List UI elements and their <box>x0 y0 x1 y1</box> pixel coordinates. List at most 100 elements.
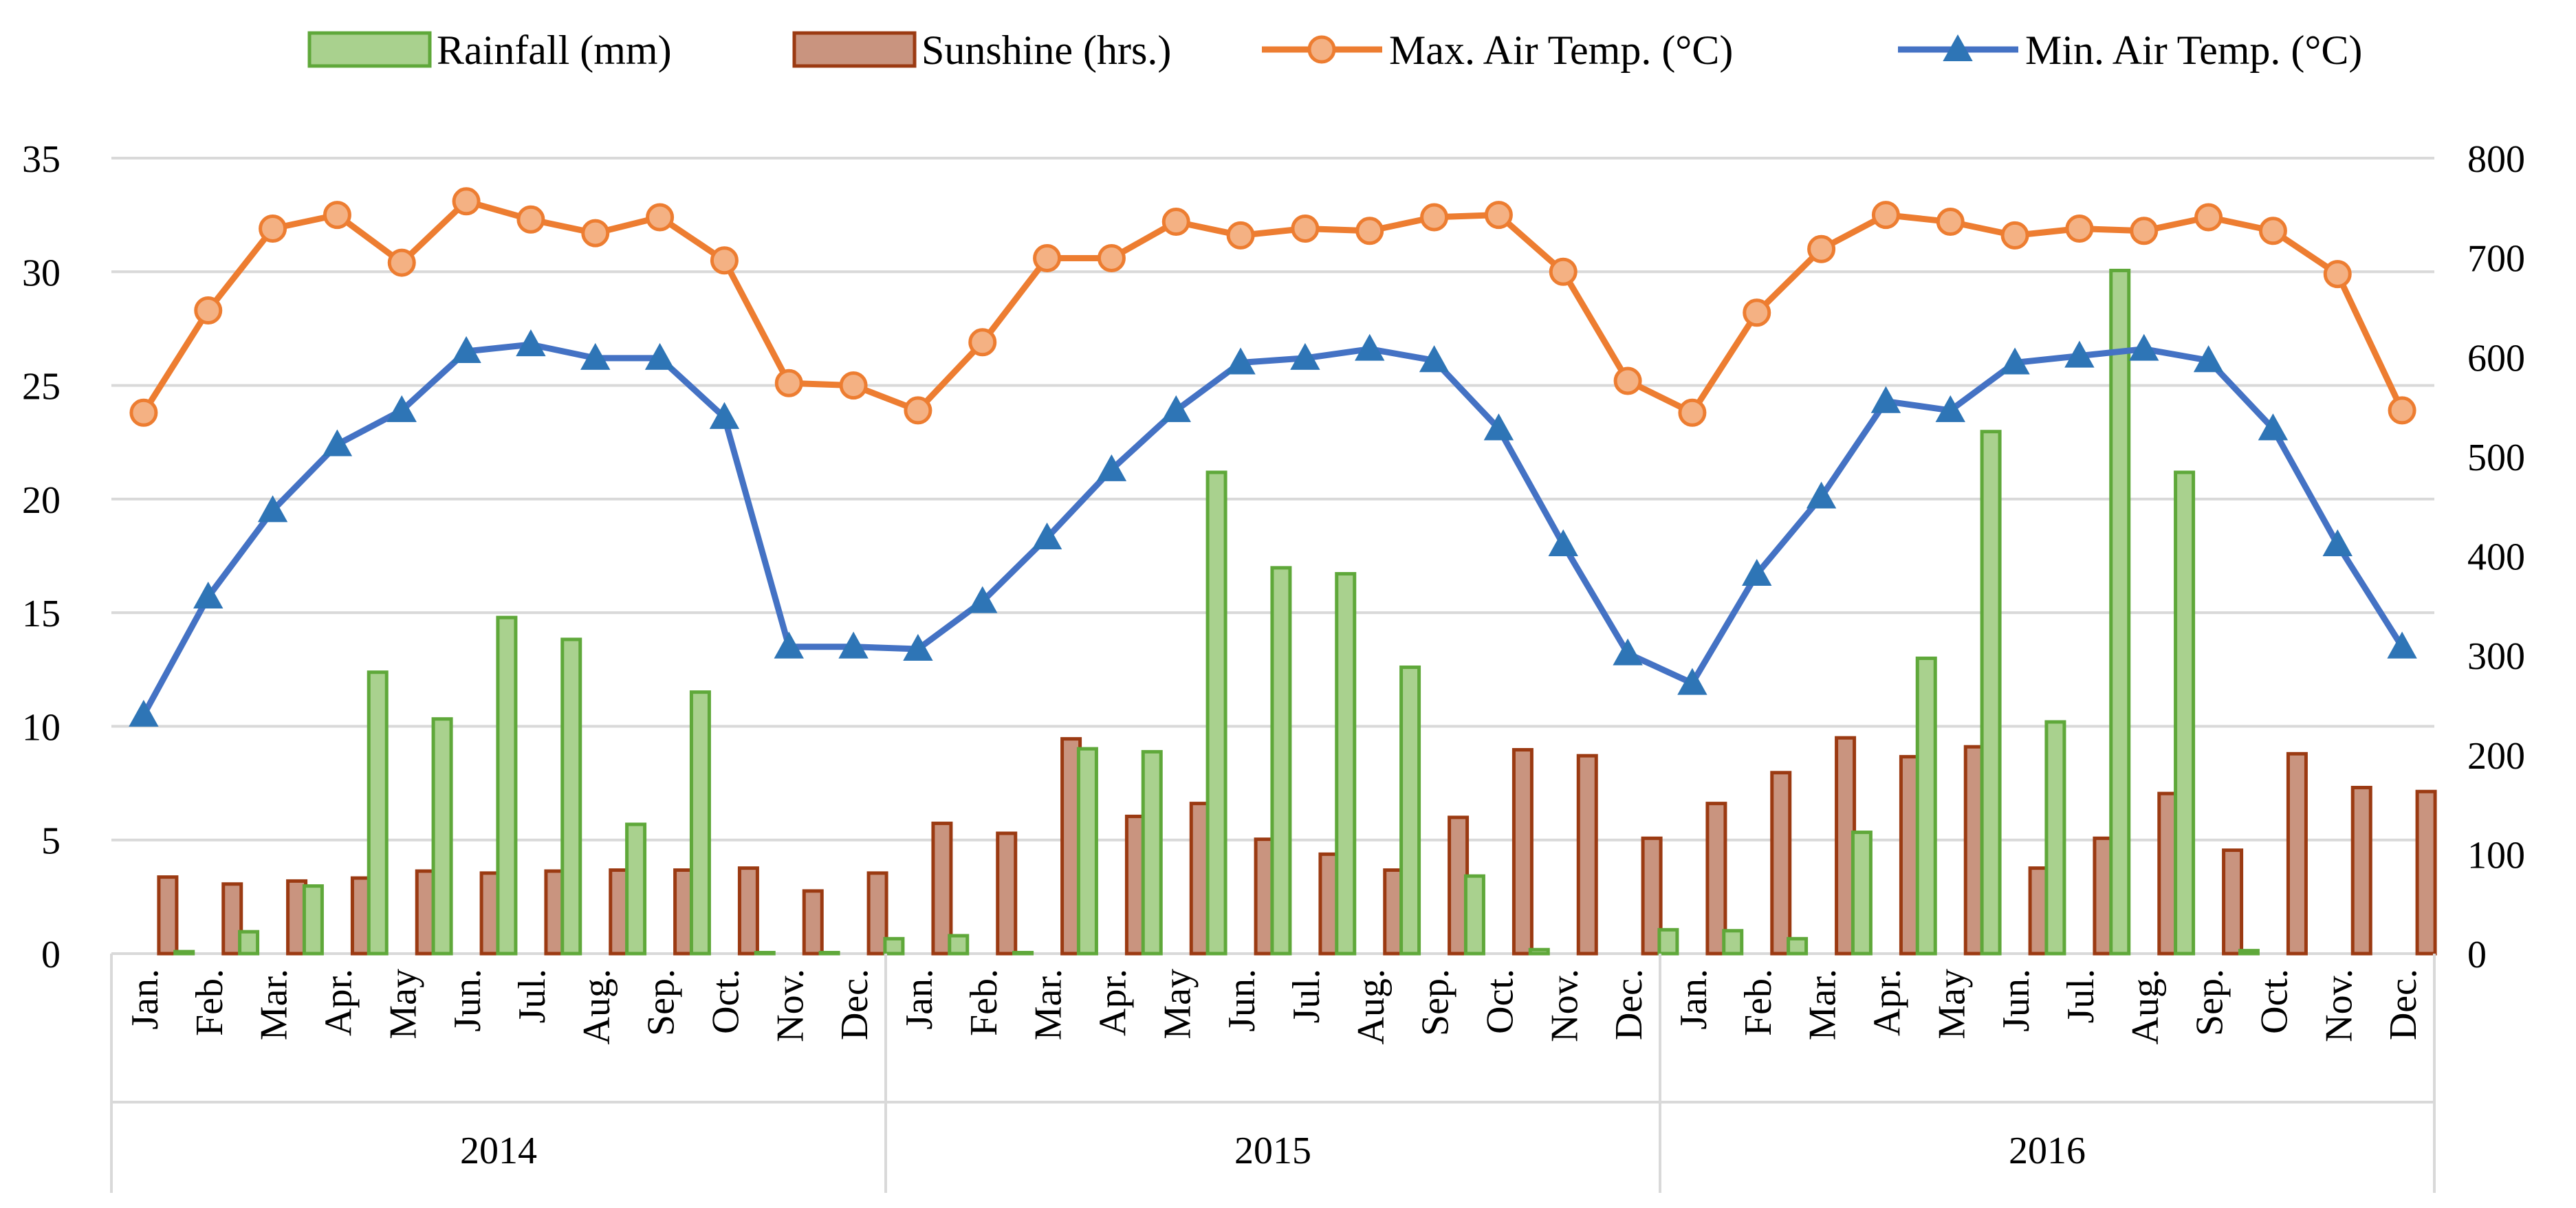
min-temp-point <box>968 586 998 613</box>
right-axis-tick-label: 800 <box>2467 138 2525 181</box>
min-temp-point <box>1419 345 1450 373</box>
rainfall-bar <box>1722 929 1744 956</box>
month-label: Jul. <box>1285 969 1328 1023</box>
rainfall-bar <box>754 951 776 956</box>
sunshine-bar <box>1770 771 1792 956</box>
bars <box>157 268 2437 956</box>
max-temp-point <box>1743 298 1771 327</box>
max-temp-point <box>904 396 932 425</box>
max-temp-point <box>581 219 610 248</box>
month-label: Jul. <box>2060 969 2102 1023</box>
rainfall-bar <box>1657 927 1679 956</box>
max-temp-point <box>129 398 158 427</box>
min-temp-point <box>1225 347 1256 375</box>
rainfall-bar <box>689 690 711 956</box>
min-temp-point <box>2258 413 2289 441</box>
rainfall-bar <box>948 934 970 956</box>
max-temp-point <box>1355 217 1384 245</box>
x-axis: Jan. Feb. Mar. Apr. May Jun. Jul. Aug. Sep. Oct. N… <box>110 954 2436 1193</box>
sunshine-bar <box>737 866 759 956</box>
rainfall-bar <box>302 884 324 956</box>
max-temp-point <box>968 328 997 357</box>
month-label: Mar. <box>1027 969 1070 1040</box>
month-label: Mar. <box>1802 969 1844 1040</box>
sunshine-bar <box>996 831 1018 956</box>
year-label: 2016 <box>2009 1130 2086 1172</box>
max-temp-point <box>1871 201 1900 230</box>
min-temp-point <box>2064 340 2095 368</box>
sunshine-bar <box>157 875 179 956</box>
min-temp-point <box>1096 454 1127 481</box>
legend-label: Sunshine (hrs.) <box>921 28 1171 73</box>
rainfall-bar <box>1205 470 1227 956</box>
max-temp-point <box>839 371 868 400</box>
min-temp-point <box>1935 395 1965 422</box>
max-temp-point <box>259 214 287 243</box>
sunshine-bar <box>2415 789 2437 956</box>
month-label: Apr. <box>1866 969 1908 1036</box>
year-label: 2015 <box>1234 1130 1311 1172</box>
month-label: Jul. <box>511 969 554 1023</box>
month-label: Jan. <box>898 969 941 1030</box>
min-temp-point <box>644 342 675 370</box>
max-temp-point <box>1420 203 1449 232</box>
rainfall-bar <box>2044 720 2066 956</box>
min-temp-point <box>1677 668 1707 695</box>
left-axis-tick-label: 25 <box>22 366 61 408</box>
max-temp-point <box>1936 208 1965 237</box>
min-temp-point <box>2129 333 2159 361</box>
legend-swatch-rainfall <box>307 31 432 68</box>
min-temp-point <box>1613 638 1643 666</box>
min-temp-point <box>1483 413 1514 441</box>
max-temp-point <box>1291 214 1320 243</box>
max-temp-point <box>1033 243 1062 272</box>
min-temp-point <box>257 495 288 523</box>
left-axis-tick-label: 15 <box>22 593 61 635</box>
month-label: Apr. <box>1091 969 1134 1036</box>
month-label: Feb. <box>1737 969 1780 1036</box>
rainfall-bar <box>2109 268 2131 956</box>
rainfall-bar <box>367 670 389 956</box>
max-temp-point <box>323 201 351 230</box>
month-label: Apr. <box>317 969 360 1036</box>
rainfall-bar <box>560 637 582 956</box>
lines <box>129 187 2417 727</box>
rainfall-bar <box>1787 936 1809 956</box>
max-temp-point <box>2194 203 2223 232</box>
sunshine-bar <box>2350 785 2372 956</box>
year-label: 2014 <box>460 1130 537 1172</box>
right-y-axis: 0 100 200 300 400 500 600 700 800 <box>2467 138 2525 976</box>
right-axis-tick-label: 500 <box>2467 437 2525 479</box>
tmax-line <box>141 198 2405 416</box>
month-label: Mar. <box>253 969 296 1040</box>
month-label: Oct. <box>2253 969 2295 1034</box>
rainfall-bar <box>1851 831 1873 956</box>
legend-marker-triangle <box>1943 34 1973 61</box>
month-label: Dec. <box>2382 969 2425 1040</box>
min-temp-point <box>838 631 869 659</box>
max-temp-point <box>516 205 545 234</box>
min-temp-point <box>709 402 740 429</box>
max-temp-point <box>1678 398 1707 427</box>
sunshine-bar <box>802 889 824 956</box>
max-temp-point <box>710 246 739 275</box>
min-temp-point <box>1290 342 1320 370</box>
rainfall-bar <box>625 822 647 956</box>
max-temp-point <box>2000 221 2029 250</box>
rainfall-bar <box>1528 947 1550 956</box>
max-temp-point <box>1484 201 1513 230</box>
rainfall-bar <box>2238 949 2260 956</box>
sunshine-bar <box>1576 754 1598 956</box>
sunshine-bar <box>2286 751 2308 956</box>
month-label: Aug. <box>2124 969 2167 1044</box>
max-temp-point <box>774 369 803 397</box>
legend: Rainfall (mm) Sunshine (hrs.) Max. Air Tem… <box>307 28 2362 73</box>
max-temp-point <box>1807 234 1836 263</box>
legend-marker-circle <box>1307 35 1336 64</box>
min-temp-point <box>2193 345 2224 373</box>
min-temp-point <box>451 336 481 363</box>
min-temp-point <box>193 581 223 609</box>
rainfall-bar <box>1076 747 1098 956</box>
month-label: Jan. <box>1672 969 1715 1030</box>
